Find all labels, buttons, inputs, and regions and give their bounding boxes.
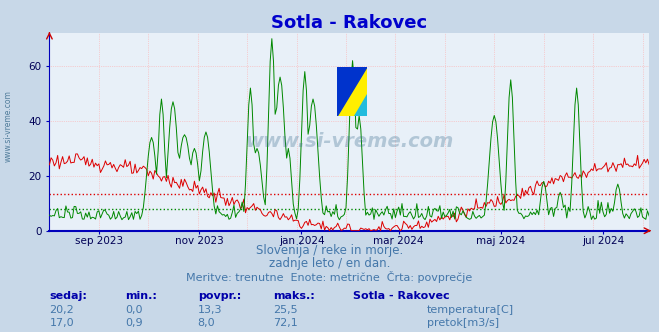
Text: min.:: min.: xyxy=(125,291,157,301)
Text: Sotla - Rakovec: Sotla - Rakovec xyxy=(353,291,449,301)
Text: 17,0: 17,0 xyxy=(49,318,74,328)
Text: 25,5: 25,5 xyxy=(273,305,298,315)
Text: Meritve: trenutne  Enote: metrične  Črta: povprečje: Meritve: trenutne Enote: metrične Črta: … xyxy=(186,271,473,283)
Polygon shape xyxy=(337,67,367,116)
Text: temperatura[C]: temperatura[C] xyxy=(427,305,514,315)
Text: 13,3: 13,3 xyxy=(198,305,222,315)
Text: sedaj:: sedaj: xyxy=(49,291,87,301)
Text: www.si-vreme.com: www.si-vreme.com xyxy=(4,90,13,162)
Text: pretok[m3/s]: pretok[m3/s] xyxy=(427,318,499,328)
Text: 72,1: 72,1 xyxy=(273,318,299,328)
Text: maks.:: maks.: xyxy=(273,291,315,301)
Title: Sotla - Rakovec: Sotla - Rakovec xyxy=(272,14,427,32)
Text: 20,2: 20,2 xyxy=(49,305,74,315)
Text: www.si-vreme.com: www.si-vreme.com xyxy=(245,132,453,151)
Text: povpr.:: povpr.: xyxy=(198,291,241,301)
Text: zadnje leto / en dan.: zadnje leto / en dan. xyxy=(269,257,390,270)
Text: 0,9: 0,9 xyxy=(125,318,143,328)
Polygon shape xyxy=(337,67,367,116)
Text: 8,0: 8,0 xyxy=(198,318,215,328)
Text: 0,0: 0,0 xyxy=(125,305,143,315)
Polygon shape xyxy=(354,94,367,116)
Text: Slovenija / reke in morje.: Slovenija / reke in morje. xyxy=(256,244,403,257)
